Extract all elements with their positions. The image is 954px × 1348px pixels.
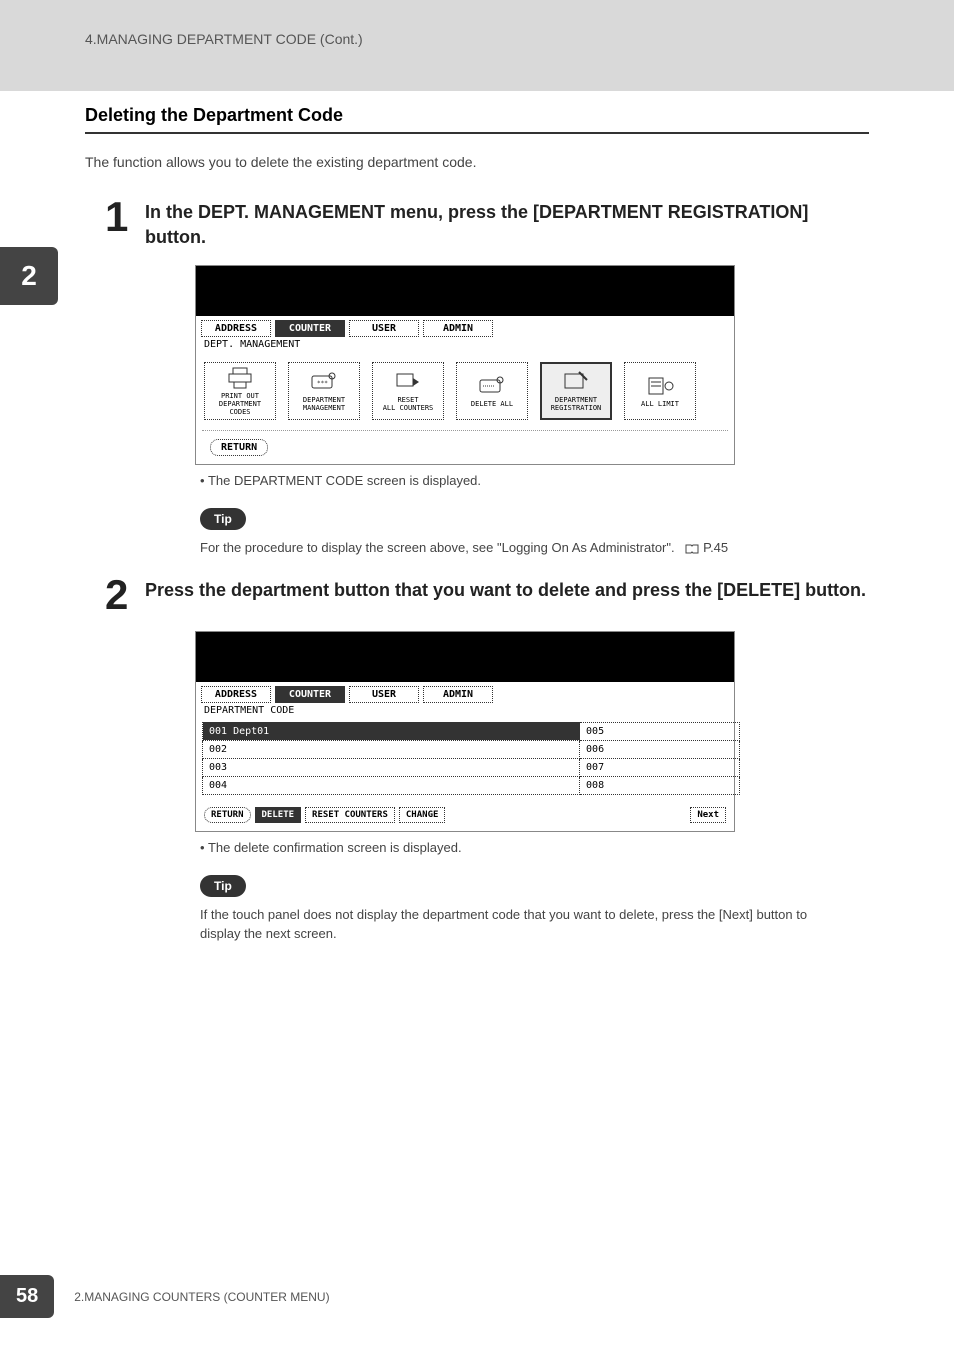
screenshot-1-blackbar	[196, 266, 734, 316]
step-2-number: 2	[105, 574, 145, 616]
tip-badge-2: Tip	[200, 875, 246, 897]
step-2-bullet-text: The delete confirmation screen is displa…	[208, 840, 462, 855]
dept-code-table: 001 Dept01 005 002 006 003 007 004 008	[202, 722, 740, 795]
step-1-text: In the DEPT. MANAGEMENT menu, press the …	[145, 200, 869, 250]
tab-admin[interactable]: ADMIN	[423, 320, 493, 337]
card-icon: ***	[309, 370, 339, 394]
screenshot-1-label: DEPT. MANAGEMENT	[196, 337, 734, 352]
dept-cell-006[interactable]: 006	[580, 740, 740, 758]
dept-cell-004[interactable]: 004	[203, 776, 580, 794]
icon-delete-all[interactable]: DELETE ALL	[456, 362, 528, 420]
tab-counter[interactable]: COUNTER	[275, 320, 345, 337]
screenshot-2-label: DEPARTMENT CODE	[196, 703, 734, 718]
table-row: 002 006	[203, 740, 740, 758]
section-title: Deleting the Department Code	[85, 91, 869, 134]
step-2-bullet: • The delete confirmation screen is disp…	[200, 840, 869, 855]
printer-icon	[225, 366, 255, 390]
table-row: 003 007	[203, 758, 740, 776]
tab-user[interactable]: USER	[349, 320, 419, 337]
screenshot-2: ADDRESS COUNTER USER ADMIN DEPARTMENT CO…	[195, 631, 735, 832]
dept-cell-003[interactable]: 003	[203, 758, 580, 776]
main-content: Deleting the Department Code The functio…	[0, 91, 954, 944]
icon-all-limit[interactable]: ALL LIMIT	[624, 362, 696, 420]
return-button-1[interactable]: RETURN	[210, 439, 268, 456]
svg-text:***: ***	[317, 380, 328, 387]
screenshot-1: ADDRESS COUNTER USER ADMIN DEPT. MANAGEM…	[195, 265, 735, 465]
tab-admin-2[interactable]: ADMIN	[423, 686, 493, 703]
icon-dept-mgmt[interactable]: *** DEPARTMENT MANAGEMENT	[288, 362, 360, 420]
icon-reset-all-label: RESET ALL COUNTERS	[383, 396, 434, 412]
tip-text-2: If the touch panel does not display the …	[200, 905, 839, 944]
header-bar: 4.MANAGING DEPARTMENT CODE (Cont.)	[0, 0, 954, 91]
screenshot-2-tabs: ADDRESS COUNTER USER ADMIN	[196, 682, 734, 703]
dept-cell-007[interactable]: 007	[580, 758, 740, 776]
icon-reset-all[interactable]: RESET ALL COUNTERS	[372, 362, 444, 420]
tip-text-1: For the procedure to display the screen …	[200, 538, 839, 558]
table-row: 004 008	[203, 776, 740, 794]
screenshot-1-icons: PRINT OUT DEPARTMENT CODES *** DEPARTMEN…	[196, 352, 734, 430]
step-1-number: 1	[105, 196, 145, 238]
dept-cell-005[interactable]: 005	[580, 722, 740, 740]
delete-button[interactable]: DELETE	[255, 807, 302, 823]
icon-dept-registration-label: DEPARTMENT REGISTRATION	[551, 396, 602, 412]
tab-address[interactable]: ADDRESS	[201, 320, 271, 337]
dept-cell-008[interactable]: 008	[580, 776, 740, 794]
reset-counters-button[interactable]: RESET COUNTERS	[305, 807, 395, 823]
change-button[interactable]: CHANGE	[399, 807, 446, 823]
breadcrumb: 4.MANAGING DEPARTMENT CODE (Cont.)	[85, 31, 954, 47]
step-2-text: Press the department button that you wan…	[145, 578, 869, 603]
page-footer: 58 2.MANAGING COUNTERS (COUNTER MENU)	[0, 1275, 330, 1318]
screenshot-2-buttons: RETURN DELETE RESET COUNTERS CHANGE Next	[196, 799, 734, 831]
icon-dept-mgmt-label: DEPARTMENT MANAGEMENT	[303, 396, 345, 412]
table-row: 001 Dept01 005	[203, 722, 740, 740]
step-1-bullet: • The DEPARTMENT CODE screen is displaye…	[200, 473, 869, 488]
step-2: 2 Press the department button that you w…	[105, 578, 869, 616]
step-1-bullet-text: The DEPARTMENT CODE screen is displayed.	[208, 473, 481, 488]
icon-delete-all-label: DELETE ALL	[471, 400, 513, 408]
reset-icon	[393, 370, 423, 394]
screenshot-1-tabs: ADDRESS COUNTER USER ADMIN	[196, 316, 734, 337]
icon-all-limit-label: ALL LIMIT	[641, 400, 679, 408]
section-intro: The function allows you to delete the ex…	[85, 154, 869, 170]
tab-user-2[interactable]: USER	[349, 686, 419, 703]
icon-print-out-label: PRINT OUT DEPARTMENT CODES	[207, 392, 273, 416]
screenshot-1-return-row: RETURN	[202, 430, 728, 464]
page-number: 58	[0, 1275, 54, 1318]
side-tab-chapter: 2	[0, 247, 58, 305]
footer-text: 2.MANAGING COUNTERS (COUNTER MENU)	[74, 1290, 329, 1304]
icon-print-out[interactable]: PRINT OUT DEPARTMENT CODES	[204, 362, 276, 420]
tab-counter-2[interactable]: COUNTER	[275, 686, 345, 703]
tip-badge-1: Tip	[200, 508, 246, 530]
tip-1-content: For the procedure to display the screen …	[200, 540, 675, 555]
dept-cell-002[interactable]: 002	[203, 740, 580, 758]
delete-icon	[477, 374, 507, 398]
screenshot-2-blackbar	[196, 632, 734, 682]
icon-dept-registration[interactable]: DEPARTMENT REGISTRATION	[540, 362, 612, 420]
book-icon	[685, 544, 699, 554]
registration-icon	[561, 370, 591, 394]
return-button-2[interactable]: RETURN	[204, 807, 251, 823]
step-1: 1 In the DEPT. MANAGEMENT menu, press th…	[105, 200, 869, 250]
limit-icon	[645, 374, 675, 398]
tip-1-page: P.45	[703, 540, 728, 555]
next-button[interactable]: Next	[690, 807, 726, 823]
dept-cell-001[interactable]: 001 Dept01	[203, 722, 580, 740]
tab-address-2[interactable]: ADDRESS	[201, 686, 271, 703]
